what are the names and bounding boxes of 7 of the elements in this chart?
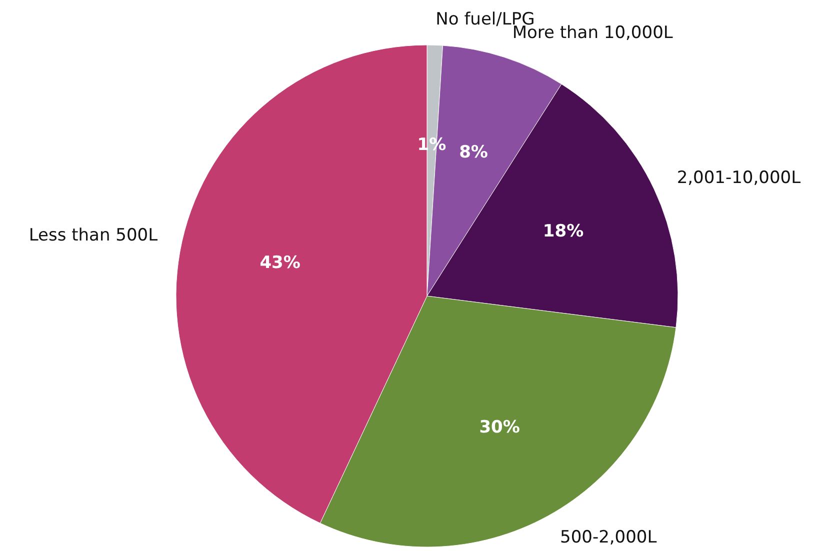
- data-label: 18%: [542, 222, 584, 242]
- slice-label: Less than 500L: [28, 225, 158, 246]
- slice-label: 2,001-10,000L: [676, 168, 802, 188]
- data-label: 43%: [260, 252, 300, 273]
- data-label: 8%: [459, 142, 488, 162]
- slice-label: 500-2,000L: [560, 528, 658, 548]
- data-label: 30%: [479, 418, 520, 438]
